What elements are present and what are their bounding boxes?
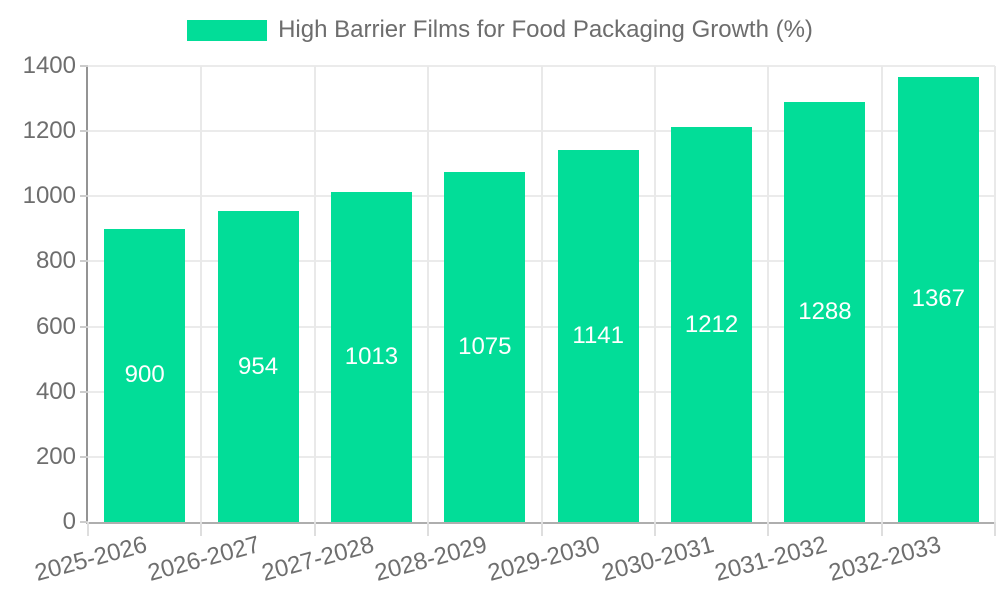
x-tick-label: 2032-2033: [825, 531, 944, 587]
vertical-gridline: [653, 66, 656, 522]
x-tick-label: 2025-2026: [31, 531, 150, 587]
x-tick-mark: [427, 522, 430, 536]
bar[interactable]: 1212: [671, 127, 753, 522]
y-tick-label: 600: [35, 312, 76, 340]
x-tick-label: 2026-2027: [145, 531, 264, 587]
vertical-gridline: [880, 66, 883, 522]
plot-area: 900 954 1013 1075 1141 1212 1288 1367: [86, 65, 996, 524]
x-tick-mark: [540, 522, 543, 536]
bar[interactable]: 954: [217, 211, 299, 522]
x-tick-label: 2027-2028: [258, 531, 377, 587]
y-tick-mark: [80, 521, 88, 523]
bar[interactable]: 1288: [784, 102, 866, 522]
bar-value-label: 1212: [684, 310, 739, 338]
bar[interactable]: 1075: [444, 171, 526, 522]
bar[interactable]: 1141: [557, 150, 639, 522]
y-tick-mark: [80, 390, 88, 393]
x-tick-mark: [87, 522, 89, 536]
legend[interactable]: High Barrier Films for Food Packaging Gr…: [0, 16, 1000, 44]
bar[interactable]: 1013: [330, 192, 412, 522]
x-tick-mark: [313, 522, 316, 536]
bar-value-label: 1288: [798, 298, 852, 326]
vertical-gridline: [767, 66, 770, 522]
y-tick-mark: [80, 325, 88, 328]
bar[interactable]: 1367: [897, 76, 979, 522]
x-tick-mark: [767, 522, 770, 536]
x-tick-mark: [994, 522, 996, 536]
x-tick-label: 2029-2030: [485, 531, 604, 587]
y-tick-label: 1400: [22, 52, 76, 79]
x-tick-mark: [200, 522, 203, 536]
y-tick-mark: [80, 65, 88, 67]
x-tick-mark: [653, 522, 656, 536]
vertical-gridline: [994, 66, 996, 522]
vertical-gridline: [540, 66, 543, 522]
y-tick-mark: [80, 455, 88, 458]
x-tick-label: 2030-2031: [598, 531, 717, 587]
bar-value-label: 954: [238, 352, 279, 380]
vertical-gridline: [200, 66, 203, 522]
x-tick-mark: [880, 522, 883, 536]
bar-value-label: 1013: [344, 343, 399, 371]
legend-swatch: [187, 19, 268, 41]
y-tick-label: 0: [62, 508, 76, 535]
bar-value-label: 1141: [572, 322, 624, 350]
y-tick-label: 1000: [22, 182, 76, 210]
y-tick-label: 800: [35, 247, 76, 275]
bar-value-label: 1367: [911, 285, 965, 313]
y-tick-label: 400: [35, 377, 76, 405]
vertical-gridline: [427, 66, 430, 522]
y-axis-line: [86, 66, 88, 522]
vertical-gridline: [313, 66, 316, 522]
bar-value-label: 900: [124, 361, 165, 389]
bar-value-label: 1075: [458, 332, 512, 360]
y-tick-mark: [80, 130, 88, 133]
y-tick-label: 200: [35, 442, 76, 470]
bar[interactable]: 900: [104, 228, 186, 522]
x-tick-label: 2028-2029: [371, 531, 490, 587]
y-tick-mark: [80, 260, 88, 263]
y-tick-mark: [80, 195, 88, 198]
x-tick-label: 2031-2032: [712, 531, 830, 587]
y-tick-label: 1200: [22, 117, 76, 145]
legend-label: High Barrier Films for Food Packaging Gr…: [278, 16, 813, 43]
